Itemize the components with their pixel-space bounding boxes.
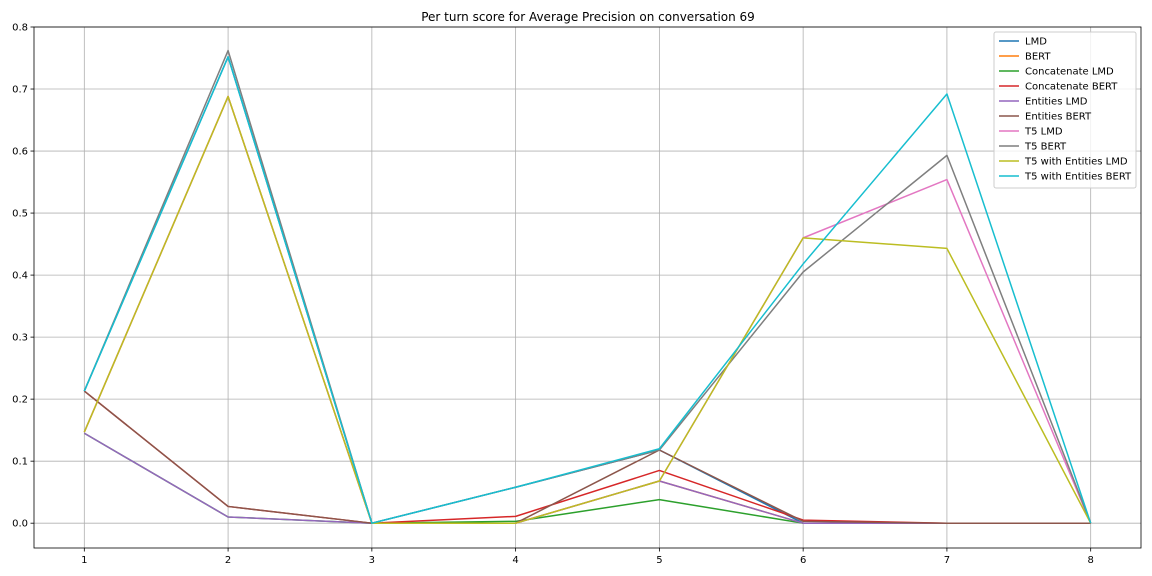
y-tick-label: 0.4 xyxy=(12,271,28,282)
series-line-entities-bert xyxy=(83,390,1091,524)
series-lines xyxy=(83,49,1092,524)
y-tick-label: 0.2 xyxy=(12,395,28,406)
y-tick-label: 0.1 xyxy=(12,457,28,468)
y-tick-label: 0.8 xyxy=(12,23,28,34)
plot-frame xyxy=(33,26,1142,549)
x-tick-label: 6 xyxy=(800,555,806,566)
series-line-t5-with-entities-lmd xyxy=(83,95,1092,524)
x-tick-label: 7 xyxy=(944,555,950,566)
series-line-concatenate-bert xyxy=(83,390,1091,524)
x-tick-label: 3 xyxy=(369,555,375,566)
legend-label: Entities LMD xyxy=(1025,97,1088,108)
x-tick-label: 4 xyxy=(512,555,518,566)
legend-label: LMD xyxy=(1025,37,1047,48)
axes: 1 2 3 4 5 6 7 8 0.0 0.1 0.2 0.3 0.4 0.5 0.6 0.7 0.8 xyxy=(12,23,1142,566)
legend-label: T5 with Entities LMD xyxy=(1024,157,1128,168)
series-line-t5-bert xyxy=(83,49,1092,524)
legend-label: T5 with Entities BERT xyxy=(1024,172,1132,183)
x-tick-label: 8 xyxy=(1087,555,1093,566)
legend: LMD BERT Concatenate LMD Concatenate BERT En… xyxy=(993,31,1137,189)
series-line-lmd xyxy=(83,56,1091,524)
y-tick-label: 0.5 xyxy=(12,209,28,220)
y-tick-label: 0.6 xyxy=(12,147,28,158)
legend-label: Concatenate BERT xyxy=(1025,82,1118,93)
legend-label: BERT xyxy=(1025,52,1051,63)
chart-title: Per turn score for Average Precision on … xyxy=(421,10,755,24)
y-tick-label: 0.7 xyxy=(12,85,28,96)
series-line-concatenate-lmd xyxy=(83,432,1091,524)
legend-label: T5 LMD xyxy=(1024,127,1063,138)
legend-label: T5 BERT xyxy=(1024,142,1067,153)
legend-label: Concatenate LMD xyxy=(1025,67,1114,78)
x-tick-label: 2 xyxy=(225,555,231,566)
legend-box xyxy=(993,31,1137,189)
y-tick-label: 0.0 xyxy=(12,519,28,530)
series-line-entities-lmd xyxy=(83,432,1091,524)
legend-label: Entities BERT xyxy=(1025,112,1092,123)
y-tick-label: 0.3 xyxy=(12,333,28,344)
grid-lines xyxy=(34,26,1141,548)
x-tick-label: 1 xyxy=(81,555,87,566)
x-tick-label: 5 xyxy=(656,555,662,566)
series-line-t5-with-entities-bert xyxy=(83,56,1092,524)
